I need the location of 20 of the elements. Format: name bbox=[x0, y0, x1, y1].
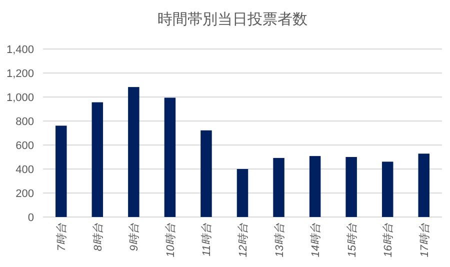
x-tick-label: 14時台 bbox=[309, 223, 322, 258]
y-tick-label: 0 bbox=[28, 212, 34, 224]
chart-title: 時間帯別当日投票者数 bbox=[158, 11, 308, 28]
x-tick-label: 16時台 bbox=[382, 223, 395, 258]
y-tick-label: 1,400 bbox=[6, 44, 34, 56]
x-tick-label: 13時台 bbox=[272, 223, 286, 258]
x-tick-label: 8時台 bbox=[91, 223, 104, 252]
x-tick-label: 12時台 bbox=[236, 223, 250, 258]
y-tick-label: 800 bbox=[16, 116, 34, 128]
x-tick-label: 17時台 bbox=[418, 223, 431, 258]
y-tick-label: 600 bbox=[16, 140, 34, 152]
x-tick-label: 11時台 bbox=[200, 223, 214, 256]
y-tick-label: 1,200 bbox=[6, 68, 34, 80]
x-tick-label: 9時台 bbox=[128, 223, 141, 252]
y-tick-label: 400 bbox=[16, 164, 34, 176]
y-tick-label: 200 bbox=[16, 188, 34, 200]
x-tick-label: 15時台 bbox=[345, 223, 358, 258]
x-tick-label: 10時台 bbox=[164, 223, 177, 258]
x-tick-label: 7時台 bbox=[55, 223, 68, 252]
y-tick-label: 1,000 bbox=[6, 92, 34, 104]
